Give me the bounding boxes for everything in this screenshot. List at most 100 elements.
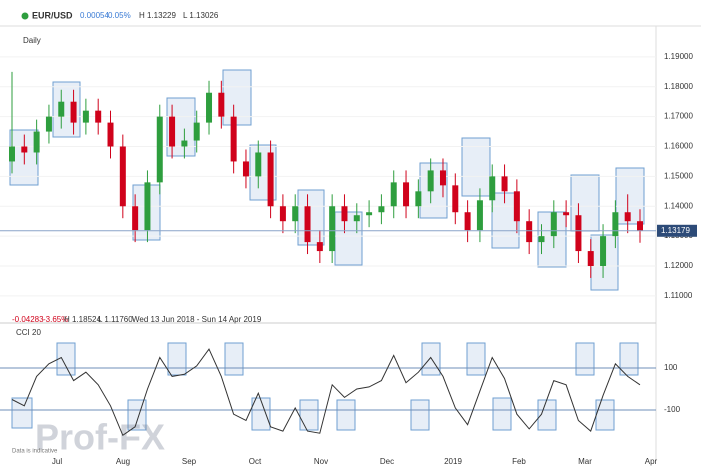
candle-body bbox=[378, 206, 385, 213]
x-tick-label: Aug bbox=[116, 457, 130, 466]
candle-body bbox=[415, 191, 422, 207]
highlight-box bbox=[167, 342, 187, 376]
candle-body bbox=[587, 251, 594, 267]
y-tick-label: 1.14000 bbox=[664, 201, 693, 210]
period-change: -0.04283 bbox=[12, 315, 44, 324]
candle-body bbox=[538, 236, 545, 243]
candle-body bbox=[218, 92, 225, 117]
x-tick-label: 2019 bbox=[444, 457, 462, 466]
candle-body bbox=[107, 122, 114, 147]
highlight-box bbox=[461, 137, 491, 197]
highlight-box bbox=[619, 342, 639, 376]
candle-body bbox=[169, 116, 176, 147]
highlight-box bbox=[492, 397, 512, 431]
candle-body bbox=[304, 206, 311, 243]
candle-body bbox=[526, 221, 533, 243]
highlight-box bbox=[410, 399, 430, 431]
period-high: H 1.18524 bbox=[64, 315, 101, 324]
candle-body bbox=[403, 182, 410, 207]
y-tick-label: 1.12000 bbox=[664, 261, 693, 270]
last-price-tag bbox=[657, 224, 697, 237]
symbol[interactable]: EUR/USD bbox=[32, 10, 73, 20]
candle-body bbox=[600, 236, 607, 267]
x-tick-label: Apr bbox=[645, 457, 658, 466]
highlight-box bbox=[222, 69, 252, 126]
period-low: L 1.11760 bbox=[98, 315, 133, 324]
highlight-box bbox=[595, 399, 615, 431]
indicator-period: 20 bbox=[32, 328, 41, 337]
candle-body bbox=[70, 101, 77, 123]
y-tick-label: 1.18000 bbox=[664, 82, 693, 91]
candle-body bbox=[9, 146, 15, 162]
y-tick-label: 1.17000 bbox=[664, 112, 693, 121]
candle-body bbox=[341, 206, 348, 222]
candle-body bbox=[45, 116, 52, 132]
highlight-box bbox=[421, 342, 441, 376]
change-pct: 0.05% bbox=[108, 11, 131, 20]
candle-body bbox=[390, 182, 397, 207]
candle-body bbox=[292, 206, 299, 222]
candle-body bbox=[637, 221, 643, 231]
cci-line bbox=[11, 348, 641, 437]
candle-body bbox=[132, 206, 139, 231]
highlight-box bbox=[570, 174, 600, 232]
change: 0.00054 bbox=[80, 11, 109, 20]
candle-body bbox=[255, 152, 262, 177]
indicator-name[interactable]: CCI bbox=[16, 328, 30, 337]
candle-body bbox=[95, 110, 102, 123]
timeframe[interactable]: Daily bbox=[23, 36, 41, 45]
y-tick-label: 1.19000 bbox=[664, 52, 693, 61]
y-tick-label: 1.15000 bbox=[664, 171, 693, 180]
x-tick-label: Feb bbox=[512, 457, 526, 466]
candle-body bbox=[624, 212, 631, 222]
day-high: H 1.13229 bbox=[139, 11, 176, 20]
x-tick-label: Jul bbox=[52, 457, 62, 466]
candle-body bbox=[563, 212, 570, 216]
candle-body bbox=[612, 212, 619, 237]
candle-body bbox=[575, 215, 582, 252]
highlight-box bbox=[11, 397, 33, 429]
highlight-box bbox=[336, 399, 356, 431]
period-range: Wed 13 Jun 2018 - Sun 14 Apr 2019 bbox=[132, 315, 262, 324]
candle-body bbox=[513, 191, 520, 222]
highlight-box bbox=[466, 342, 486, 376]
candle-body bbox=[353, 215, 360, 222]
market-status bbox=[21, 12, 29, 20]
data-note: Data is indicative bbox=[12, 449, 58, 455]
candle-body bbox=[193, 122, 200, 141]
candle-body bbox=[501, 176, 508, 192]
x-tick-label: Oct bbox=[249, 457, 262, 466]
candle-body bbox=[489, 176, 496, 201]
candle-body bbox=[144, 182, 151, 231]
candle-body bbox=[476, 200, 483, 231]
y-tick-label: -100 bbox=[664, 405, 681, 414]
y-tick-label: 1.11000 bbox=[664, 291, 693, 300]
x-tick-label: Sep bbox=[182, 457, 197, 466]
candle-body bbox=[464, 212, 471, 231]
candle-body bbox=[206, 92, 213, 123]
candle-body bbox=[550, 212, 557, 237]
day-low: L 1.13026 bbox=[183, 11, 219, 20]
x-tick-label: Dec bbox=[380, 457, 394, 466]
x-tick-label: Nov bbox=[314, 457, 328, 466]
highlight-box bbox=[56, 342, 76, 376]
candle-body bbox=[230, 116, 237, 162]
candle-body bbox=[279, 206, 286, 222]
last-price-label: 1.13179 bbox=[661, 226, 690, 235]
highlight-box bbox=[575, 342, 595, 376]
candle-body bbox=[329, 206, 336, 252]
candle-body bbox=[439, 170, 446, 186]
candle-body bbox=[316, 242, 323, 252]
period-change-pct: -3.65% bbox=[43, 315, 68, 324]
candle-body bbox=[452, 185, 459, 213]
candle-body bbox=[119, 146, 126, 207]
watermark: Prof-FX bbox=[35, 417, 165, 458]
highlight-box bbox=[224, 342, 244, 376]
y-tick-label: 100 bbox=[664, 363, 678, 372]
y-tick-label: 1.16000 bbox=[664, 142, 693, 151]
highlight-box bbox=[615, 167, 645, 225]
candle-body bbox=[33, 131, 40, 153]
candle-body bbox=[21, 146, 28, 153]
